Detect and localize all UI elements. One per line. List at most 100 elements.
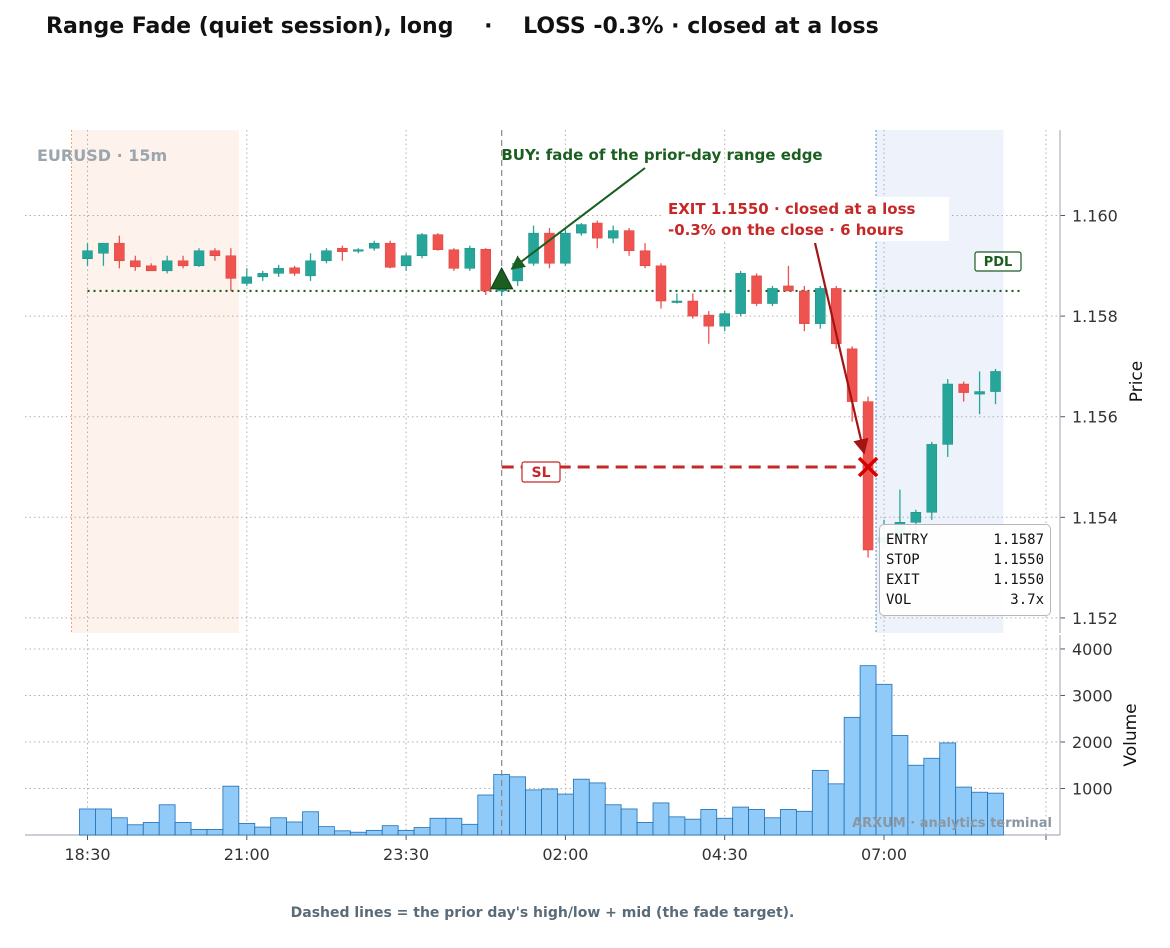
- candle-up: [815, 288, 826, 324]
- candle-down: [384, 242, 396, 268]
- candle-up: [193, 250, 205, 267]
- candle-up: [560, 232, 571, 264]
- time-tick-label: 18:30: [64, 845, 110, 864]
- candle-down: [703, 314, 715, 327]
- info-value: 1.1587: [993, 532, 1044, 548]
- candle-down: [846, 348, 858, 402]
- candle-up: [910, 512, 922, 523]
- candle-up: [719, 313, 730, 327]
- info-label: ENTRY: [886, 532, 929, 548]
- candle-down: [225, 255, 237, 279]
- volume-bar: [95, 808, 112, 836]
- symbol-label: EURUSD · 15m: [37, 146, 167, 165]
- volume-bar: [445, 817, 463, 836]
- candle-up: [273, 268, 284, 274]
- volume-bar: [174, 822, 192, 836]
- volume-bar: [700, 809, 718, 836]
- volume-bar: [509, 776, 526, 836]
- exit-marker: [857, 456, 879, 478]
- entry-marker: [489, 266, 514, 290]
- candle-up: [990, 371, 1001, 392]
- volume-bar: [604, 804, 622, 836]
- candle-down: [209, 250, 221, 257]
- volume-bar: [126, 824, 144, 836]
- time-tick-label: 02:00: [542, 845, 588, 864]
- volume-bar: [429, 817, 447, 836]
- candle-down: [177, 260, 189, 267]
- info-row-entry: ENTRY 1.1587: [886, 530, 1044, 550]
- info-value: 3.7x: [1010, 592, 1044, 608]
- candle-down: [623, 230, 635, 251]
- candle-down: [639, 250, 651, 267]
- candle-down: [448, 249, 460, 269]
- footnote: Dashed lines = the prior day's high/low …: [290, 905, 795, 921]
- volume-bar: [588, 782, 606, 836]
- candle-down: [432, 234, 444, 250]
- time-tick-label: 04:30: [702, 845, 748, 864]
- time-tick-label: 07:00: [861, 845, 907, 864]
- candle-up: [241, 276, 253, 284]
- candle-down: [862, 401, 874, 551]
- candle-up: [305, 260, 316, 277]
- candle-down: [799, 290, 810, 324]
- volume-bar: [158, 804, 176, 836]
- candle-up: [735, 273, 746, 314]
- candle-up: [671, 300, 683, 303]
- price-tick-label: 1.158: [1072, 307, 1118, 326]
- candle-up: [98, 242, 109, 254]
- candle-down: [337, 247, 348, 252]
- pdl-tag-label: PDL: [984, 255, 1013, 270]
- candle-down: [145, 265, 157, 272]
- volume-bar: [716, 817, 734, 836]
- watermark: ARXUM · analytics terminal: [852, 816, 1052, 831]
- volume-bar: [748, 809, 765, 836]
- volume-bar: [365, 829, 383, 836]
- pre-session-shade: [71, 130, 239, 633]
- volume-layer: [79, 665, 1004, 836]
- volume-bar: [349, 831, 367, 836]
- exit-annotation-line: -0.3% on the close · 6 hours: [668, 221, 904, 239]
- volume-tick-label: 2000: [1072, 733, 1113, 752]
- info-row-stop: STOP 1.1550: [886, 550, 1044, 570]
- trade-info-box: ENTRY 1.1587 STOP 1.1550 EXIT 1.1550 VOL…: [879, 524, 1051, 616]
- candle-up: [942, 383, 953, 445]
- volume-bar: [238, 822, 256, 836]
- text-layer: BUY: fade of the prior-day range edge EXI…: [37, 146, 1052, 831]
- volume-bar: [142, 822, 160, 836]
- volume-bar: [652, 802, 670, 836]
- volume-bar: [620, 808, 638, 836]
- info-row-exit: EXIT 1.1550: [886, 570, 1044, 590]
- candle-down: [958, 383, 969, 393]
- volume-bar: [302, 811, 319, 836]
- candle-up: [464, 247, 476, 269]
- volume-bar: [318, 826, 335, 836]
- time-tick-label: 23:30: [383, 845, 429, 864]
- volume-tick-label: 1000: [1072, 779, 1113, 798]
- price-tick-label: 1.152: [1072, 609, 1118, 628]
- volume-bar: [461, 823, 479, 836]
- volume-bar: [206, 829, 224, 836]
- volume-bar: [780, 809, 797, 836]
- time-tick-label: 21:00: [224, 845, 270, 864]
- volume-bar: [795, 810, 813, 836]
- price-tick-label: 1.154: [1072, 508, 1118, 527]
- info-label: EXIT: [886, 572, 920, 588]
- price-axis-title: Price: [1127, 361, 1147, 402]
- volume-bar: [381, 825, 399, 836]
- candle-down: [655, 265, 667, 302]
- exit-arrow: [813, 242, 869, 455]
- candle-up: [400, 255, 412, 267]
- buy-annotation: BUY: fade of the prior-day range edge: [501, 146, 822, 164]
- volume-bar: [270, 817, 288, 836]
- pdl-tag: [974, 251, 1022, 272]
- volume-bar: [572, 778, 590, 836]
- volume-bar: [827, 783, 845, 836]
- candle-up: [353, 249, 364, 252]
- candle-up: [607, 230, 619, 239]
- info-row-vol: VOL 3.7x: [886, 590, 1044, 610]
- volume-bar: [477, 794, 495, 836]
- sl-tag: [521, 461, 561, 483]
- annotations-layer: [489, 167, 879, 478]
- volume-bar: [79, 808, 96, 836]
- volume-axis-title: Volume: [1121, 703, 1141, 766]
